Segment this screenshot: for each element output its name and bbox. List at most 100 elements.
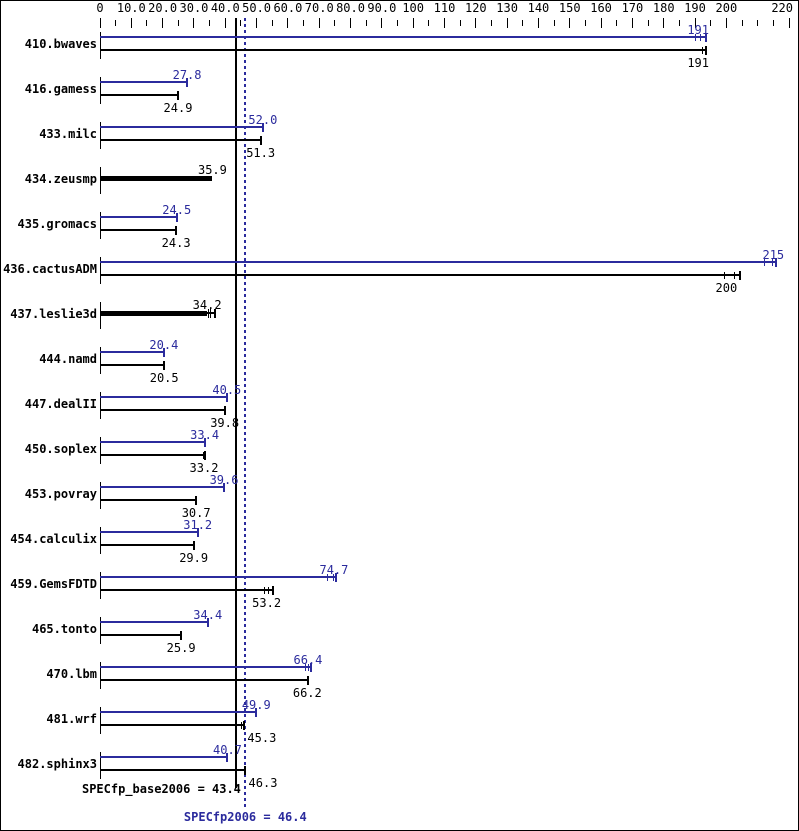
base-value-label: 39.8 (210, 416, 240, 430)
peak-value-label: 215 (762, 248, 785, 262)
benchmark-label: 459.GemsFDTD (10, 577, 97, 591)
axis-tick-label: 140 (527, 1, 550, 15)
axis-tick-label: 160 (590, 1, 612, 15)
bar-end-cap (705, 33, 707, 42)
bar-end-cap (180, 631, 183, 640)
base-value-label: 66.2 (292, 686, 322, 700)
base-value-label: 200 (715, 281, 738, 295)
row-baseline (100, 482, 101, 509)
axis-tick (146, 20, 147, 26)
axis-tick-label: 90.0 (367, 1, 397, 15)
run-marker-tick (202, 452, 204, 459)
run-marker-tick (772, 259, 774, 266)
peak-value-label: 24.5 (162, 203, 192, 217)
bar-end-cap (192, 541, 195, 550)
peak-value-label: 27.8 (172, 68, 202, 82)
base-value-label: 191 (687, 56, 710, 70)
peak-value-label: 33.4 (190, 428, 220, 442)
peak-bar (100, 711, 257, 713)
axis-tick (491, 20, 492, 26)
run-marker-tick (263, 587, 265, 594)
peak-bar (100, 126, 263, 128)
base-bar (100, 769, 245, 771)
row-baseline (100, 572, 101, 599)
benchmark-label: 437.leslie3d (10, 307, 97, 321)
row-baseline (100, 32, 101, 59)
row-baseline (100, 122, 101, 149)
axis-tick-label: 20.0 (148, 1, 178, 15)
peak-bar (100, 216, 177, 218)
bar-end-cap (162, 348, 165, 357)
peak-mean-line (244, 18, 247, 809)
axis-tick (319, 18, 320, 28)
bar-end-cap (226, 753, 229, 762)
axis-tick (507, 18, 508, 28)
single-value-label: 34.2 (192, 298, 222, 312)
peak-bar (100, 666, 312, 668)
benchmark-label: 435.gromacs (17, 217, 97, 231)
axis-tick-label: 200 (715, 1, 738, 15)
run-marker-tick (210, 309, 212, 318)
single-value-label: 35.9 (197, 163, 227, 177)
base-bar (100, 454, 205, 456)
benchmark-label: 453.povray (24, 487, 97, 501)
bar-end-cap (261, 123, 264, 132)
bar-end-cap (774, 258, 777, 267)
benchmark-label: 465.tonto (31, 622, 97, 636)
base-bar (100, 724, 244, 726)
peak-bar (100, 486, 225, 488)
axis-tick-label: 170 (621, 1, 644, 15)
axis-tick (679, 20, 680, 26)
peak-bar (100, 81, 188, 83)
base-value-label: 53.2 (252, 596, 282, 610)
axis-tick (538, 18, 539, 28)
peak-summary-label: SPECfp2006 = 46.4 (183, 810, 307, 824)
axis-tick (789, 18, 790, 28)
axis-tick (773, 20, 774, 26)
bar-end-cap (186, 78, 189, 87)
axis-tick (350, 18, 351, 28)
peak-value-label: 31.2 (183, 518, 213, 532)
benchmark-label: 447.dealII (24, 397, 97, 411)
benchmark-label: 482.sphinx3 (17, 757, 97, 771)
run-marker-tick (208, 309, 210, 318)
run-marker-tick (333, 574, 335, 581)
axis-tick (287, 18, 288, 28)
run-marker-tick (223, 407, 225, 414)
base-value-label: 51.3 (246, 146, 276, 160)
axis-tick (303, 20, 304, 26)
base-bar (100, 589, 273, 591)
row-baseline (100, 662, 101, 689)
axis-tick-label: 50.0 (242, 1, 272, 15)
peak-bar (100, 531, 198, 533)
axis-tick-label: 150 (558, 1, 581, 15)
base-summary-label: SPECfp_base2006 = 43.4 (81, 782, 241, 796)
peak-bar (100, 261, 776, 263)
axis-tick-label: 110 (433, 1, 456, 15)
peak-bar (100, 396, 227, 398)
axis-tick (757, 20, 758, 26)
peak-bar (100, 576, 337, 578)
peak-value-label: 49.9 (241, 698, 271, 712)
axis-tick (569, 18, 570, 28)
bar-end-cap (163, 361, 166, 370)
base-value-label: 29.9 (179, 551, 209, 565)
run-marker-tick (240, 722, 242, 729)
bar-end-cap (203, 451, 206, 460)
base-bar (100, 679, 308, 681)
axis-tick (334, 20, 335, 26)
axis-tick-label: 100 (402, 1, 425, 15)
benchmark-label: 410.bwaves (24, 37, 97, 51)
benchmark-label: 454.calculix (10, 532, 97, 546)
peak-bar (100, 621, 208, 623)
base-bar (100, 139, 261, 141)
axis-tick (554, 20, 555, 26)
row-baseline (100, 752, 101, 779)
peak-bar (100, 36, 706, 38)
bar-end-cap (203, 438, 206, 447)
axis-tick-label: 40.0 (210, 1, 240, 15)
row-baseline (100, 257, 101, 284)
run-marker-tick (327, 574, 329, 581)
base-value-label: 45.3 (247, 731, 277, 745)
run-marker-tick (763, 259, 765, 266)
